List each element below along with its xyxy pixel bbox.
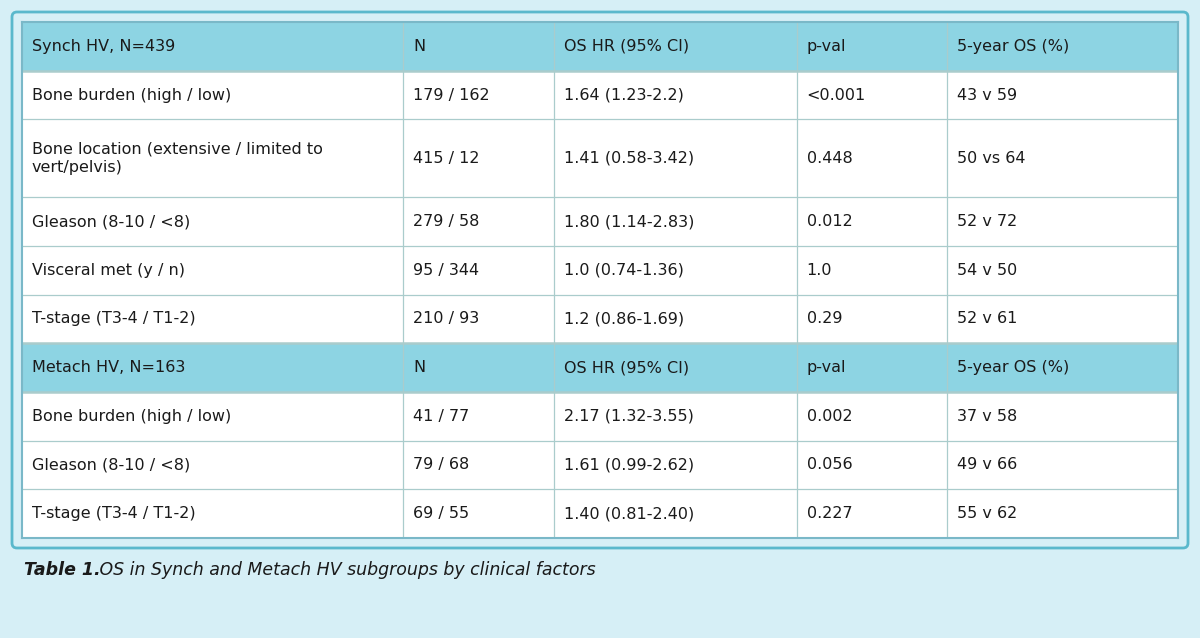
Text: 0.002: 0.002: [806, 409, 852, 424]
Text: 95 / 344: 95 / 344: [414, 263, 480, 278]
Text: 5-year OS (%): 5-year OS (%): [956, 39, 1069, 54]
Text: N: N: [414, 39, 426, 54]
Bar: [22, 246, 1178, 295]
Text: 1.64 (1.23-2.2): 1.64 (1.23-2.2): [564, 87, 684, 103]
Text: Bone burden (high / low): Bone burden (high / low): [32, 409, 232, 424]
Text: 2.17 (1.32-3.55): 2.17 (1.32-3.55): [564, 409, 694, 424]
Text: 1.2 (0.86-1.69): 1.2 (0.86-1.69): [564, 311, 684, 327]
Text: Table 1.: Table 1.: [24, 561, 101, 579]
Text: 43 v 59: 43 v 59: [956, 87, 1016, 103]
Text: <0.001: <0.001: [806, 87, 865, 103]
Text: Visceral met (y / n): Visceral met (y / n): [32, 263, 185, 278]
Text: 50 vs 64: 50 vs 64: [956, 151, 1025, 166]
Text: 1.41 (0.58-3.42): 1.41 (0.58-3.42): [564, 151, 694, 166]
Text: Synch HV, N=439: Synch HV, N=439: [32, 39, 175, 54]
Text: T-stage (T3-4 / T1-2): T-stage (T3-4 / T1-2): [32, 506, 196, 521]
Bar: [22, 119, 1178, 197]
Text: 52 v 61: 52 v 61: [956, 311, 1018, 327]
Text: 279 / 58: 279 / 58: [414, 214, 480, 229]
Text: 0.29: 0.29: [806, 311, 842, 327]
Bar: [22, 71, 1178, 119]
Bar: [22, 343, 1178, 392]
Text: OS HR (95% CI): OS HR (95% CI): [564, 39, 689, 54]
Bar: [22, 197, 1178, 246]
Text: Bone burden (high / low): Bone burden (high / low): [32, 87, 232, 103]
Text: 210 / 93: 210 / 93: [414, 311, 480, 327]
Text: 41 / 77: 41 / 77: [414, 409, 469, 424]
Text: 52 v 72: 52 v 72: [956, 214, 1018, 229]
Bar: [22, 489, 1178, 538]
Text: p-val: p-val: [806, 39, 846, 54]
Text: 179 / 162: 179 / 162: [414, 87, 490, 103]
Bar: [22, 392, 1178, 441]
Text: N: N: [414, 360, 426, 375]
Text: 1.0 (0.74-1.36): 1.0 (0.74-1.36): [564, 263, 684, 278]
Text: 1.61 (0.99-2.62): 1.61 (0.99-2.62): [564, 457, 694, 473]
Text: 49 v 66: 49 v 66: [956, 457, 1018, 473]
Text: 1.40 (0.81-2.40): 1.40 (0.81-2.40): [564, 506, 694, 521]
FancyBboxPatch shape: [12, 12, 1188, 548]
Text: p-val: p-val: [806, 360, 846, 375]
Text: 1.80 (1.14-2.83): 1.80 (1.14-2.83): [564, 214, 694, 229]
Text: 79 / 68: 79 / 68: [414, 457, 469, 473]
Text: 0.227: 0.227: [806, 506, 852, 521]
Text: 0.012: 0.012: [806, 214, 852, 229]
Text: 54 v 50: 54 v 50: [956, 263, 1018, 278]
Text: OS HR (95% CI): OS HR (95% CI): [564, 360, 689, 375]
Text: 1.0: 1.0: [806, 263, 832, 278]
Text: 0.056: 0.056: [806, 457, 852, 473]
Text: Gleason (8-10 / <8): Gleason (8-10 / <8): [32, 457, 191, 473]
Text: 69 / 55: 69 / 55: [414, 506, 469, 521]
Text: T-stage (T3-4 / T1-2): T-stage (T3-4 / T1-2): [32, 311, 196, 327]
Text: Metach HV, N=163: Metach HV, N=163: [32, 360, 185, 375]
Text: 55 v 62: 55 v 62: [956, 506, 1018, 521]
Bar: [22, 22, 1178, 71]
Text: 0.448: 0.448: [806, 151, 852, 166]
Text: OS in Synch and Metach HV subgroups by clinical factors: OS in Synch and Metach HV subgroups by c…: [94, 561, 595, 579]
Text: 37 v 58: 37 v 58: [956, 409, 1018, 424]
Text: Gleason (8-10 / <8): Gleason (8-10 / <8): [32, 214, 191, 229]
Text: 5-year OS (%): 5-year OS (%): [956, 360, 1069, 375]
Text: Bone location (extensive / limited to
vert/pelvis): Bone location (extensive / limited to ve…: [32, 141, 323, 175]
Bar: [22, 441, 1178, 489]
Bar: [22, 295, 1178, 343]
Text: 415 / 12: 415 / 12: [414, 151, 480, 166]
